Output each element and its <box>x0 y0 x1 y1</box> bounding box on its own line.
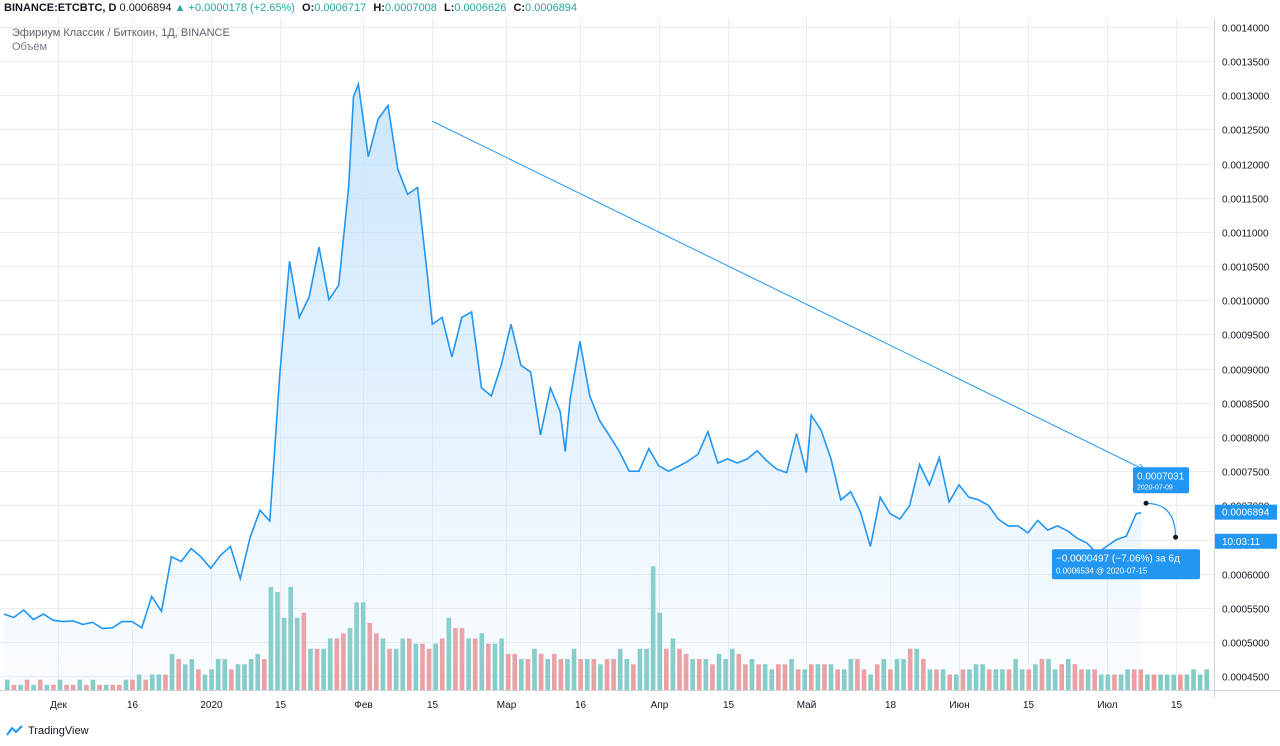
price-tick-label: 0.0005500 <box>1222 605 1270 616</box>
time-tick-label: Фев <box>354 700 372 711</box>
projection-curve <box>1146 502 1177 538</box>
projection-tool[interactable]: 0.0007031 2020-07-09 −0.0000497 (−7.06%) з… <box>1052 467 1201 580</box>
high-label: H: <box>373 2 385 14</box>
low-label: L: <box>443 2 455 14</box>
price-tick-label: 0.0008000 <box>1222 434 1270 445</box>
price-tick-label: 0.0007500 <box>1222 468 1270 479</box>
price-tick-label: 0.0010500 <box>1222 263 1270 274</box>
trend-line[interactable] <box>432 120 1147 471</box>
projection-end-point[interactable] <box>1173 534 1179 540</box>
time-tick-label: 15 <box>275 700 287 711</box>
price-tick-label: 0.0013500 <box>1222 58 1270 69</box>
price-tick-label: 0.0010000 <box>1222 297 1270 308</box>
price-tick-label: 0.0006000 <box>1222 571 1270 582</box>
time-tick-label: Май <box>797 700 817 711</box>
price-tick-label: 0.0005000 <box>1222 639 1270 650</box>
price-tick-label: 0.0012500 <box>1222 126 1270 137</box>
volume-bar <box>1145 674 1150 690</box>
price-tick-label: 0.0008500 <box>1222 400 1270 411</box>
volume-bar <box>1178 674 1183 690</box>
brand-label[interactable]: TradingView <box>28 725 89 737</box>
projection-start-price: 0.0007031 <box>1137 471 1185 482</box>
chart-legend: Эфириум Классик / Биткоин, 1Д, BINANCE О… <box>12 26 230 54</box>
price-tag <box>1215 504 1277 520</box>
volume-bar <box>1164 674 1170 690</box>
close-value: 0.0006894 <box>525 2 578 14</box>
time-tick-label: 2020 <box>200 700 223 711</box>
tradingview-logo-icon[interactable] <box>6 725 24 737</box>
time-axis[interactable]: Дек 16 2020 15 Фев 15 Мар 16 Апр 15 Май 18 Июн 15 Июл 1… <box>50 700 1182 711</box>
price-axis[interactable]: 0.0004500 0.0005000 0.0005500 0.0006000 0.00… <box>1222 24 1270 684</box>
price-chart[interactable]: 0.0007031 2020-07-09 −0.0000497 (−7.06%) з… <box>0 18 1280 718</box>
change-arrow-icon: ▲ <box>174 2 186 14</box>
volume-bar <box>1171 674 1177 690</box>
volume-bar <box>1191 669 1196 690</box>
time-tick-label: 15 <box>723 700 735 711</box>
high-value: 0.0007008 <box>384 2 437 14</box>
projection-change: −0.0000497 (−7.06%) за 6д <box>1056 553 1180 564</box>
open-label: O: <box>302 2 315 14</box>
time-tick-label: Апр <box>651 700 669 711</box>
time-tick-label: 18 <box>885 700 897 711</box>
time-tick-label: Мар <box>497 700 517 711</box>
symbol-name[interactable]: BINANCE:ETCBTC, D <box>4 2 117 14</box>
price-line <box>3 81 1142 630</box>
price-tick-label: 0.0014000 <box>1222 24 1270 35</box>
close-label: C: <box>513 2 526 14</box>
footer: TradingView <box>6 721 89 741</box>
price-tick-label: 0.0011500 <box>1222 195 1269 206</box>
price-tick-label: 0.0009000 <box>1222 366 1270 377</box>
low-value: 0.0006626 <box>454 2 507 14</box>
volume-bar <box>1197 674 1203 690</box>
price-change: +0.0000178 (+2.65%) <box>188 2 295 14</box>
time-tick-label: 16 <box>575 700 587 711</box>
last-price: 0.0006894 <box>119 2 172 14</box>
time-tick-label: 15 <box>1171 700 1183 711</box>
projection-start-date: 2020-07-09 <box>1137 484 1173 491</box>
time-tick-label: Дек <box>50 700 67 711</box>
price-tag <box>1215 533 1277 549</box>
price-tick-label: 0.0012000 <box>1222 161 1270 172</box>
open-value: 0.0006717 <box>314 2 367 14</box>
price-tick-label: 0.0011000 <box>1222 229 1269 240</box>
time-tick-label: Июн <box>949 700 969 711</box>
projection-start-point[interactable] <box>1143 500 1149 506</box>
projection-result-label <box>1052 549 1201 580</box>
legend-volume[interactable]: Объём <box>12 41 48 53</box>
trend-arrowhead-icon <box>1137 463 1148 472</box>
volume-bar <box>1184 674 1190 690</box>
price-tick-label: 0.0009500 <box>1222 331 1270 342</box>
time-tick-label: 16 <box>127 700 139 711</box>
volume-bar <box>1158 674 1163 690</box>
price-tag-label: 10:03:11 <box>1222 537 1261 548</box>
price-tick-label: 0.0004500 <box>1222 673 1270 684</box>
projection-target: 0.0006534 @ 2020-07-15 <box>1056 566 1148 575</box>
volume-bar <box>1204 669 1210 690</box>
symbol-info-bar: BINANCE:ETCBTC, D 0.0006894 ▲ +0.0000178… <box>0 0 1280 18</box>
legend-title[interactable]: Эфириум Классик / Биткоин, 1Д, BINANCE <box>12 27 230 39</box>
volume-bar <box>1151 674 1157 690</box>
time-tick-label: Июл <box>1097 700 1117 711</box>
price-tag-label: 0.0006894 <box>1222 508 1270 519</box>
time-tick-label: 15 <box>427 700 439 711</box>
time-tick-label: 15 <box>1023 700 1035 711</box>
price-tags: 0.0006894 10:03:11 <box>1215 504 1277 549</box>
projection-start-label <box>1133 467 1190 494</box>
price-tick-label: 0.0013000 <box>1222 92 1270 103</box>
